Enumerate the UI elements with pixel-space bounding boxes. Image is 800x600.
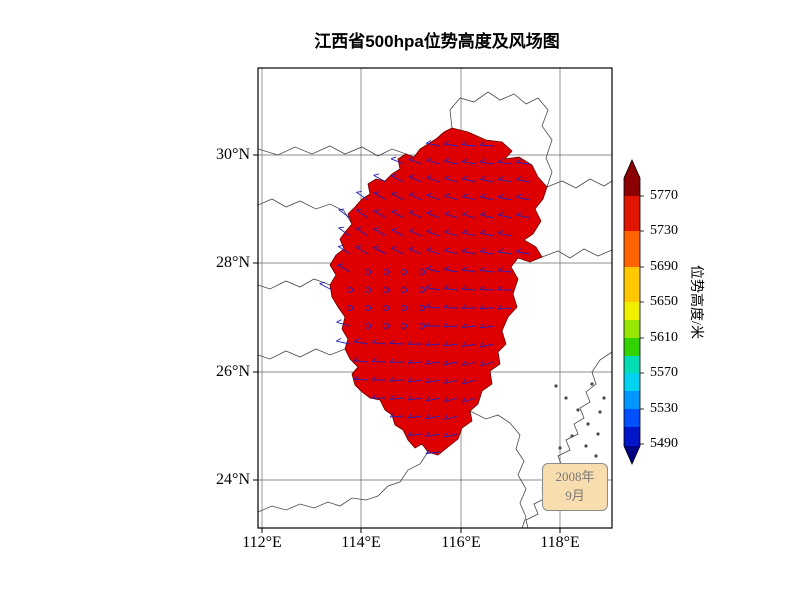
colorbar-tick-label: 5610 xyxy=(650,330,678,345)
colorbar-tick-label: 5730 xyxy=(650,223,678,238)
wind-field xyxy=(319,140,531,455)
map-frame xyxy=(257,67,613,529)
colorbar-tick-label: 5690 xyxy=(650,259,678,274)
map-layers xyxy=(258,68,612,528)
province-fill xyxy=(329,127,548,456)
x-axis-tick-label: 118°E xyxy=(540,534,580,551)
colorbar-tick-label: 5490 xyxy=(650,436,678,451)
chart-title: 江西省500hpa位势高度及风场图 xyxy=(314,32,560,51)
y-axis-tick-label: 28°N xyxy=(216,254,250,271)
colorbar-tick-label: 5650 xyxy=(650,294,678,309)
x-axis-tick-label: 116°E xyxy=(441,534,481,551)
y-axis-tick-label: 30°N xyxy=(216,146,250,163)
colorbar-tick-label: 5530 xyxy=(650,401,678,416)
colorbar-tick-label: 5570 xyxy=(650,365,678,380)
colorbar-tick-label: 5770 xyxy=(650,188,678,203)
y-axis-tick-label: 24°N xyxy=(216,471,250,488)
date-year-label: 2008年 xyxy=(555,469,595,485)
date-annotation-box: 2008年 9月 xyxy=(542,463,608,511)
y-axis-tick-label: 26°N xyxy=(216,363,250,380)
colorbar-axis-label: 位势高度/米 xyxy=(688,265,703,339)
date-month-label: 9月 xyxy=(565,488,585,503)
x-axis-tick-label: 112°E xyxy=(242,534,282,551)
colorbar xyxy=(623,159,644,465)
x-axis-tick-label: 114°E xyxy=(341,534,381,551)
